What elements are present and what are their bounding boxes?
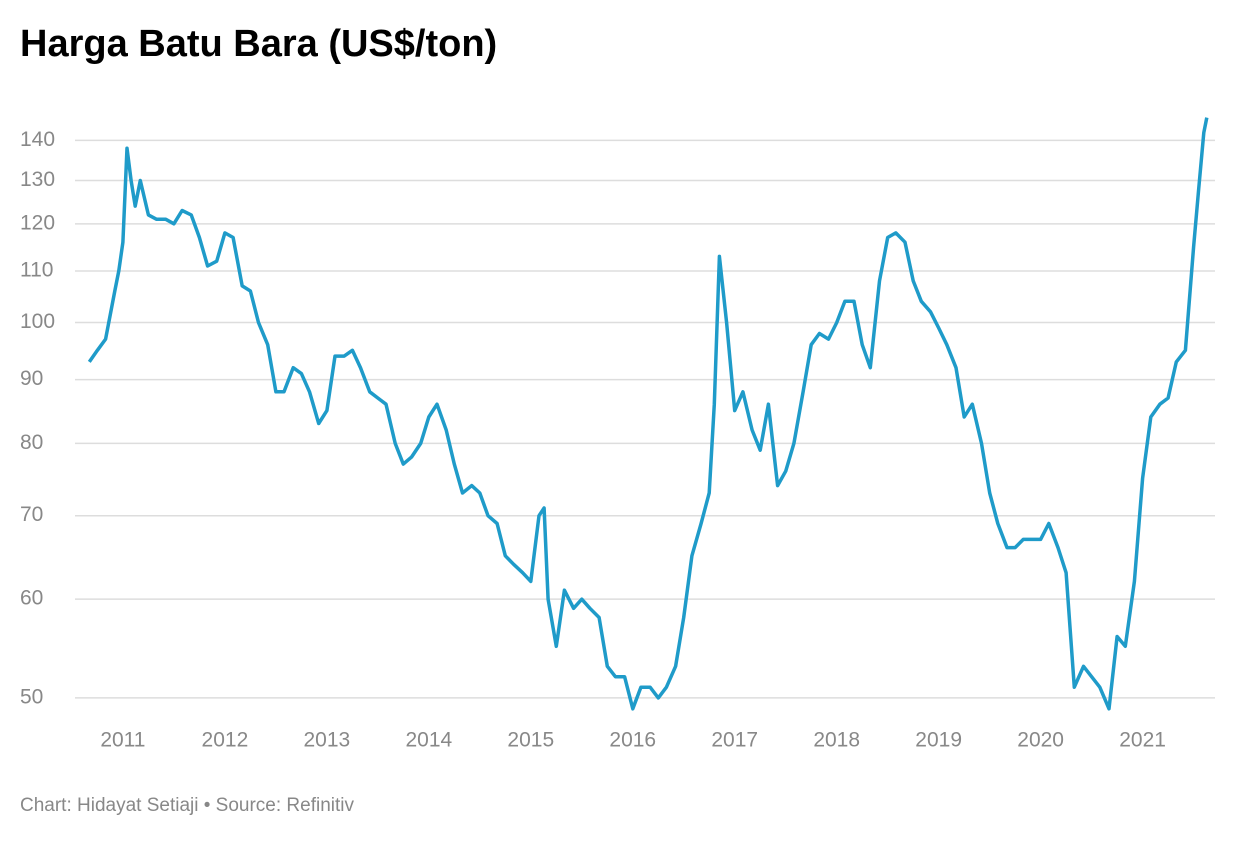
x-tick-label: 2017 bbox=[711, 729, 758, 752]
x-tick-label: 2018 bbox=[813, 729, 860, 752]
y-tick-label: 120 bbox=[20, 211, 55, 234]
chart-footer: Chart: Hidayat Setiaji • Source: Refinit… bbox=[20, 795, 355, 816]
y-tick-label: 100 bbox=[20, 310, 55, 333]
x-tick-label: 2020 bbox=[1017, 729, 1064, 752]
y-tick-label: 80 bbox=[20, 431, 43, 454]
y-tick-label: 50 bbox=[20, 685, 43, 708]
x-tick-label: 2015 bbox=[507, 729, 554, 752]
x-tick-label: 2012 bbox=[202, 729, 249, 752]
y-tick-label: 130 bbox=[20, 168, 55, 191]
y-tick-label: 60 bbox=[20, 587, 43, 610]
line bbox=[87, 117, 1209, 711]
y-tick-label: 70 bbox=[20, 503, 43, 526]
chart-title: Harga Batu Bara (US$/ton) bbox=[20, 23, 497, 65]
x-tick-label: 2013 bbox=[304, 729, 351, 752]
y-tick-label: 140 bbox=[20, 128, 55, 151]
x-tick-label: 2021 bbox=[1119, 729, 1166, 752]
x-tick-label: 2014 bbox=[405, 729, 452, 752]
y-tick-label: 110 bbox=[20, 258, 53, 281]
x-tick-label: 2016 bbox=[609, 729, 656, 752]
y-tick-label: 90 bbox=[20, 367, 43, 390]
x-tick-label: 2019 bbox=[915, 729, 962, 752]
x-tick-label: 2011 bbox=[100, 729, 145, 752]
